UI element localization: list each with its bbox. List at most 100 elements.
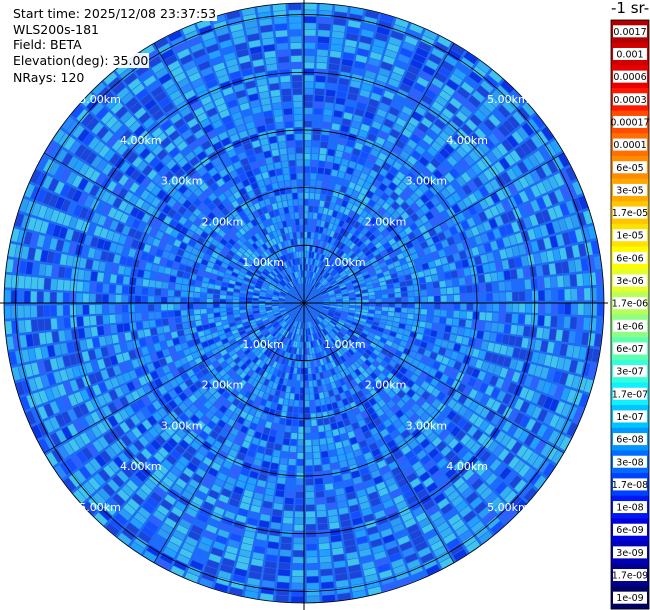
range-gate <box>382 534 395 544</box>
range-gate <box>83 281 90 292</box>
range-gate <box>207 313 214 319</box>
range-gate <box>312 354 317 361</box>
range-gate <box>202 457 213 467</box>
range-gate <box>295 140 303 147</box>
range-gate <box>265 303 272 306</box>
range-gate <box>305 485 314 492</box>
range-gate <box>300 374 304 381</box>
range-gate <box>327 362 333 370</box>
range-gate <box>54 165 66 179</box>
range-gate <box>252 305 259 309</box>
range-gate <box>259 298 266 301</box>
range-gate <box>71 268 79 280</box>
range-gate <box>141 395 151 406</box>
range-gate <box>331 353 337 361</box>
range-gate <box>37 319 45 331</box>
range-gate <box>5 274 12 288</box>
range-gate <box>172 530 186 541</box>
range-gate <box>329 528 341 536</box>
range-gate <box>388 303 395 307</box>
range-gate <box>183 210 192 219</box>
range-gate <box>156 273 164 281</box>
range-gate <box>45 331 53 344</box>
range-gate <box>318 338 323 345</box>
range-gate <box>166 339 174 348</box>
range-gate <box>291 347 295 354</box>
range-gate <box>263 319 270 324</box>
ray <box>54 313 289 479</box>
range-gate <box>499 303 506 312</box>
range-gate <box>161 233 170 242</box>
range-gate <box>436 381 445 391</box>
range-gate <box>245 358 252 366</box>
range-gate <box>440 340 449 348</box>
range-gate <box>355 329 362 335</box>
range-gate <box>275 276 281 282</box>
range-gate <box>300 328 303 335</box>
range-gate <box>316 379 322 387</box>
range-gate <box>174 290 181 297</box>
range-gate <box>304 342 307 349</box>
ray <box>312 320 440 576</box>
range-gate <box>112 232 121 243</box>
range-gate <box>145 193 156 204</box>
range-gate <box>141 526 155 538</box>
range-gate <box>333 314 340 319</box>
range-gate <box>149 456 160 468</box>
range-gate <box>382 303 389 307</box>
range-gate <box>109 314 116 324</box>
range-gate <box>272 296 279 299</box>
range-gate <box>343 323 350 329</box>
range-gate <box>480 407 490 419</box>
range-gate <box>536 424 548 438</box>
range-gate <box>518 430 530 443</box>
range-gate <box>550 355 559 368</box>
range-gate <box>421 303 428 309</box>
range-gate <box>532 303 539 314</box>
range-gate <box>485 397 496 409</box>
range-gate <box>401 385 410 394</box>
range-gate <box>280 75 291 83</box>
range-gate <box>557 316 564 328</box>
range-gate <box>19 260 27 274</box>
range-gate <box>356 434 365 442</box>
range-gate <box>239 371 247 379</box>
range-gate <box>478 531 493 544</box>
range-gate <box>319 331 324 338</box>
range-gate <box>98 507 112 521</box>
range-gate <box>283 277 289 283</box>
range-gate <box>255 257 263 264</box>
range-gate <box>291 186 298 193</box>
range-gate <box>380 360 388 368</box>
range-gate <box>440 445 452 457</box>
range-gate <box>233 242 241 250</box>
range-gate <box>364 479 374 488</box>
range-gate <box>161 154 172 165</box>
range-gate <box>126 461 138 474</box>
range-gate <box>187 309 194 316</box>
range-gate <box>111 264 119 274</box>
range-gate <box>147 392 157 403</box>
range-gate <box>432 453 444 464</box>
range-gate <box>146 235 155 245</box>
range-gate <box>342 325 349 331</box>
range-gate <box>199 336 207 343</box>
range-gate <box>54 196 65 210</box>
range-gate <box>374 314 381 319</box>
range-gate <box>130 169 141 181</box>
range-gate <box>439 557 454 569</box>
range-gate <box>542 427 554 441</box>
range-gate <box>273 416 280 424</box>
range-gate <box>195 490 207 501</box>
range-gate <box>278 273 284 279</box>
range-gate <box>56 305 64 316</box>
range-gate <box>401 303 408 308</box>
range-gate <box>556 357 565 370</box>
range-gate <box>425 564 440 576</box>
range-gate <box>274 17 287 25</box>
range-gate <box>519 415 531 428</box>
range-gate <box>546 368 556 382</box>
range-gate <box>226 291 234 296</box>
range-gate <box>415 333 424 340</box>
